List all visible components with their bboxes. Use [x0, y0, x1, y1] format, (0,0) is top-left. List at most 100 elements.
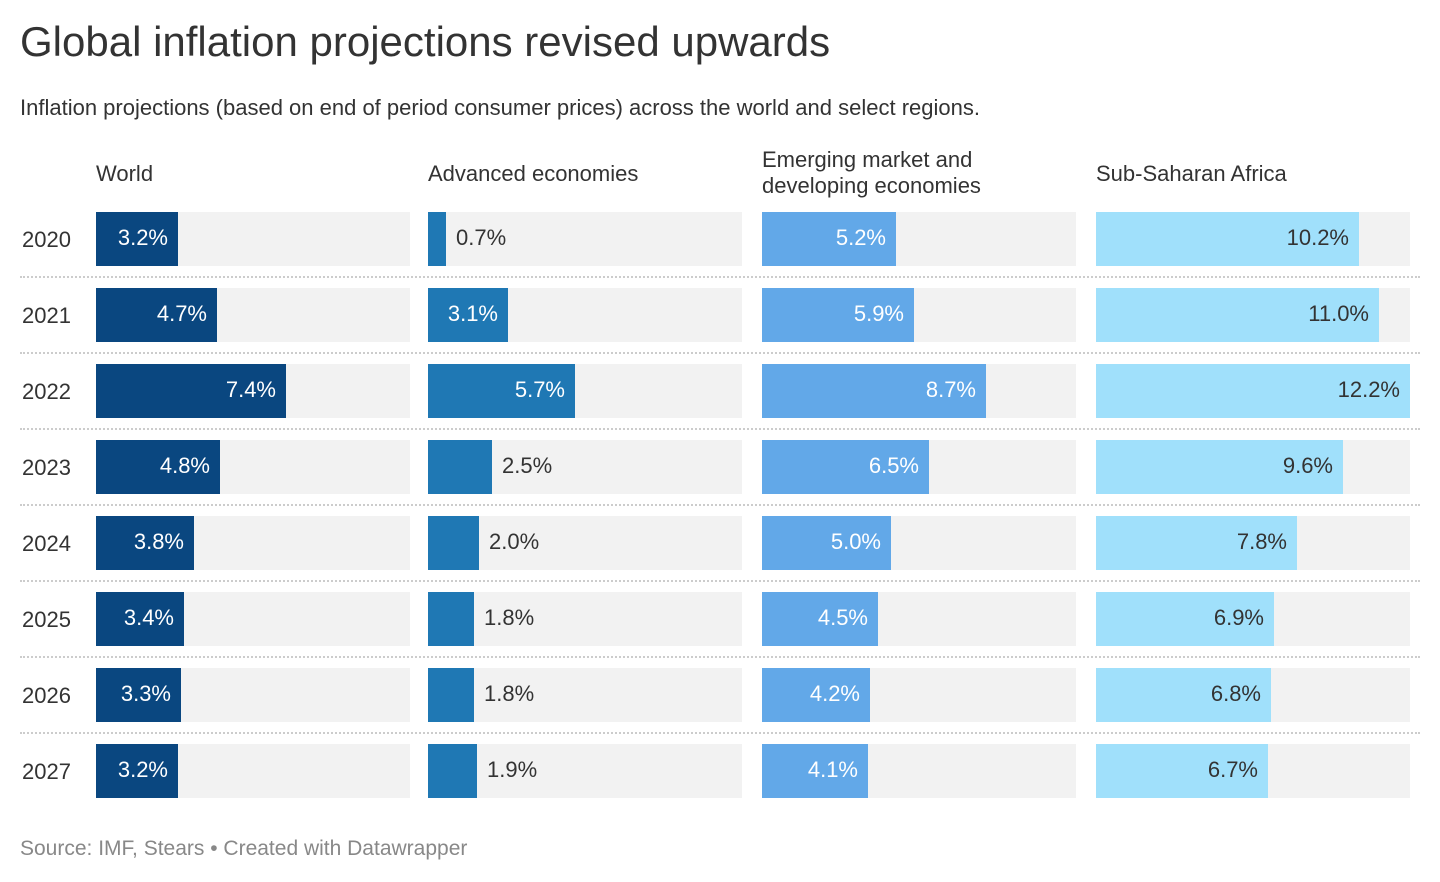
bar-track: 5.2% [762, 212, 1076, 266]
bar-track: 1.8% [428, 668, 742, 722]
bar-sub-saharan-africa-2024 [1096, 516, 1297, 570]
value-label: 7.4% [225, 377, 276, 402]
chart-subtitle: Inflation projections (based on end of p… [20, 95, 980, 120]
year-label-2020: 2020 [22, 227, 71, 252]
column-header-sub-saharan-africa: Sub-Saharan Africa [1096, 161, 1287, 187]
bar-track: 7.4% [96, 364, 410, 418]
bar-track: 7.8% [1096, 516, 1410, 570]
row-separator [20, 276, 1420, 278]
bar-world-2027 [96, 744, 178, 798]
bar-advanced-economies-2020 [428, 212, 446, 266]
bar-sub-saharan-africa-2021 [1096, 288, 1379, 342]
value-label: 2.0% [489, 529, 540, 554]
bar-world-2022 [96, 364, 286, 418]
value-label: 2.5% [502, 453, 553, 478]
value-label: 9.6% [1282, 453, 1333, 478]
bar-track: 3.1% [428, 288, 742, 342]
value-label: 3.3% [120, 681, 171, 706]
row-separator [20, 732, 1420, 734]
column-header-world: World [96, 161, 153, 187]
bar-sub-saharan-africa-2023 [1096, 440, 1343, 494]
value-label: 5.0% [830, 529, 881, 554]
bar-track: 1.9% [428, 744, 742, 798]
value-label: 7.8% [1236, 529, 1287, 554]
bar-track: 4.8% [96, 440, 410, 494]
year-label-2024: 2024 [22, 531, 71, 556]
bar-emerging-market-and-developing-economies-2021 [762, 288, 914, 342]
year-label-2021: 2021 [22, 303, 71, 328]
column-header-advanced-economies: Advanced economies [428, 161, 638, 187]
value-label: 4.2% [809, 681, 860, 706]
bar-track: 9.6% [1096, 440, 1410, 494]
bar-track: 2.5% [428, 440, 742, 494]
bar-track: 2.0% [428, 516, 742, 570]
year-label-2023: 2023 [22, 455, 71, 480]
value-label: 6.9% [1213, 605, 1264, 630]
value-label: 1.8% [484, 605, 535, 630]
bar-advanced-economies-2025 [428, 592, 474, 646]
bar-sub-saharan-africa-2025 [1096, 592, 1274, 646]
value-label: 6.7% [1207, 757, 1258, 782]
bar-emerging-market-and-developing-economies-2026 [762, 668, 870, 722]
bar-track: 4.1% [762, 744, 1076, 798]
value-label: 3.2% [117, 757, 168, 782]
value-label: 4.1% [807, 757, 858, 782]
value-label: 3.4% [123, 605, 174, 630]
bar-track: 5.7% [428, 364, 742, 418]
value-label: 0.7% [456, 225, 507, 250]
bar-track: 10.2% [1096, 212, 1410, 266]
bar-advanced-economies-2021 [428, 288, 508, 342]
bar-world-2026 [96, 668, 181, 722]
chart-title: Global inflation projections revised upw… [20, 18, 831, 65]
bar-advanced-economies-2022 [428, 364, 575, 418]
column-header-line: Advanced economies [428, 161, 639, 186]
bar-track: 5.0% [762, 516, 1076, 570]
value-label: 1.8% [484, 681, 535, 706]
column-header-emerging-market-and-developing-economies: Emerging market and developing economies [762, 147, 981, 199]
bar-advanced-economies-2026 [428, 668, 474, 722]
bar-world-2020 [96, 212, 178, 266]
value-label: 3.8% [133, 529, 184, 554]
row-separator [20, 504, 1420, 506]
value-label: 1.9% [487, 757, 538, 782]
bar-sub-saharan-africa-2022 [1096, 364, 1410, 418]
value-label: 4.5% [817, 605, 868, 630]
bar-emerging-market-and-developing-economies-2023 [762, 440, 929, 494]
bar-world-2023 [96, 440, 220, 494]
value-label: 6.8% [1210, 681, 1261, 706]
bar-track: 8.7% [762, 364, 1076, 418]
bar-emerging-market-and-developing-economies-2024 [762, 516, 891, 570]
column-header-line: Sub-Saharan Africa [1096, 161, 1287, 186]
value-label: 5.7% [514, 377, 565, 402]
value-label: 5.9% [853, 301, 904, 326]
value-label: 3.2% [117, 225, 168, 250]
bar-emerging-market-and-developing-economies-2020 [762, 212, 896, 266]
bar-advanced-economies-2023 [428, 440, 492, 494]
bar-advanced-economies-2027 [428, 744, 477, 798]
column-header-line: developing economies [762, 173, 981, 198]
year-label-2026: 2026 [22, 683, 71, 708]
bar-advanced-economies-2024 [428, 516, 479, 570]
column-header-line: World [96, 161, 154, 186]
value-label: 6.5% [868, 453, 919, 478]
bar-emerging-market-and-developing-economies-2025 [762, 592, 878, 646]
year-label-2027: 2027 [22, 759, 71, 784]
value-label: 5.2% [835, 225, 886, 250]
year-label-2022: 2022 [22, 379, 71, 404]
bar-emerging-market-and-developing-economies-2027 [762, 744, 868, 798]
bar-emerging-market-and-developing-economies-2022 [762, 364, 986, 418]
row-separator [20, 656, 1420, 658]
value-label: 3.1% [447, 301, 498, 326]
value-label: 8.7% [925, 377, 976, 402]
value-label: 4.7% [156, 301, 207, 326]
bar-track: 0.7% [428, 212, 742, 266]
row-separator [20, 580, 1420, 582]
bar-world-2021 [96, 288, 217, 342]
bar-track: 3.4% [96, 592, 410, 646]
bar-sub-saharan-africa-2026 [1096, 668, 1271, 722]
bar-track: 3.2% [96, 744, 410, 798]
bar-world-2025 [96, 592, 184, 646]
value-label: 4.8% [159, 453, 210, 478]
row-separator [20, 428, 1420, 430]
bar-track: 3.3% [96, 668, 410, 722]
